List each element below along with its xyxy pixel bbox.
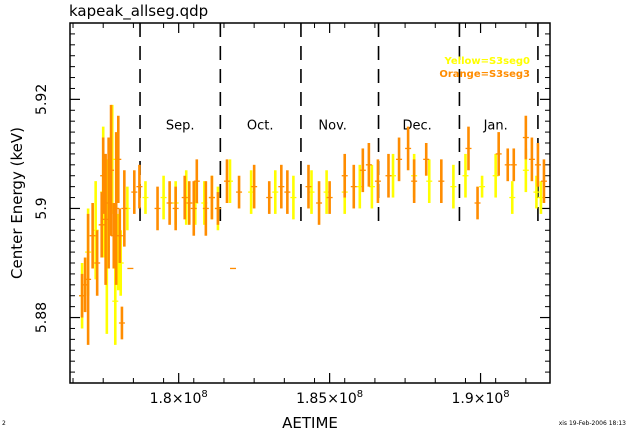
data-point [450, 164, 457, 209]
data-point [423, 143, 430, 176]
data-point [405, 126, 412, 171]
data-point [85, 213, 92, 345]
data-point [113, 132, 120, 285]
data-point [522, 115, 529, 160]
data-point [160, 175, 167, 220]
data-point [236, 175, 243, 209]
month-label: Sep. [166, 118, 195, 133]
data-point [89, 203, 96, 269]
chart-title: kapeak_allseg.qdp [69, 2, 208, 21]
month-label: Oct. [247, 118, 274, 133]
data-point [193, 159, 200, 203]
data-point [172, 186, 179, 231]
data-point [396, 137, 403, 182]
month-label: Dec. [403, 118, 432, 133]
footer-left: 2 [2, 420, 6, 427]
data-point [202, 181, 209, 236]
x-tick-label: 1.85×108 [296, 389, 363, 407]
y-tick-label: 5.9 [34, 197, 50, 219]
month-label: Nov. [318, 118, 347, 133]
data-point [116, 208, 123, 263]
month-labels: Sep. Oct. Nov. Dec. Jan. [166, 118, 508, 133]
x-axis-label: AETIME [282, 414, 338, 432]
legend-entry-s3seg0: Yellow=S3seg0 [444, 56, 531, 67]
data-point [278, 164, 285, 209]
data-point [438, 159, 445, 203]
data-point [186, 181, 193, 225]
data-point [284, 170, 291, 214]
data-point [504, 148, 511, 182]
data-point [115, 115, 122, 203]
axis-ticks: 5.88 5.9 5.92 1.8×108 1.85×108 1.9×108 [34, 22, 550, 407]
data-point [108, 104, 115, 236]
x-tick-label: 1.8×108 [150, 389, 208, 407]
data-series [79, 104, 547, 345]
legend-entry-s3seg3: Orange=S3seg3 [439, 69, 530, 80]
data-point [131, 170, 138, 214]
data-point [540, 159, 547, 203]
data-point [474, 186, 481, 220]
data-point [359, 148, 366, 193]
data-point [251, 164, 258, 209]
data-point [426, 159, 433, 203]
data-point [118, 306, 125, 340]
data-point [510, 148, 517, 182]
legend: Yellow=S3seg0 Orange=S3seg3 [439, 56, 530, 80]
data-point [98, 192, 105, 258]
data-point [142, 181, 149, 214]
x-tick-label: 1.9×108 [451, 389, 509, 407]
data-point [305, 164, 312, 209]
series-s3seg0 [79, 104, 544, 345]
data-point [154, 186, 161, 231]
data-point [509, 181, 516, 214]
data-point [365, 143, 372, 187]
data-point [374, 159, 381, 203]
data-point [223, 159, 230, 203]
data-point [479, 175, 486, 198]
data-point [465, 126, 472, 171]
data-point [495, 132, 502, 176]
plot-frame [69, 22, 551, 384]
data-point [462, 153, 469, 198]
month-label: Jan. [483, 118, 508, 133]
data-point [411, 159, 418, 203]
data-point [121, 170, 128, 247]
data-point [341, 153, 348, 198]
data-point [326, 181, 333, 214]
data-point [316, 181, 323, 225]
data-point [385, 153, 392, 198]
y-tick-label: 5.88 [34, 302, 50, 333]
data-point [190, 181, 197, 236]
data-point [266, 181, 273, 214]
data-point [290, 175, 297, 220]
footer-right: xis 19-Feb-2006 18:13 [559, 420, 626, 427]
y-axis-label: Center Energy (keV) [8, 127, 26, 279]
series-s3seg3 [79, 104, 547, 345]
data-point [214, 192, 221, 225]
data-point [528, 137, 535, 182]
data-point [166, 181, 173, 225]
data-point [350, 164, 357, 209]
data-point [181, 175, 188, 220]
data-point [136, 164, 143, 209]
data-point [94, 230, 101, 296]
data-point [533, 175, 540, 209]
data-point [534, 143, 541, 187]
data-point [208, 175, 215, 220]
y-tick-label: 5.92 [34, 84, 50, 115]
data-point [272, 170, 279, 214]
